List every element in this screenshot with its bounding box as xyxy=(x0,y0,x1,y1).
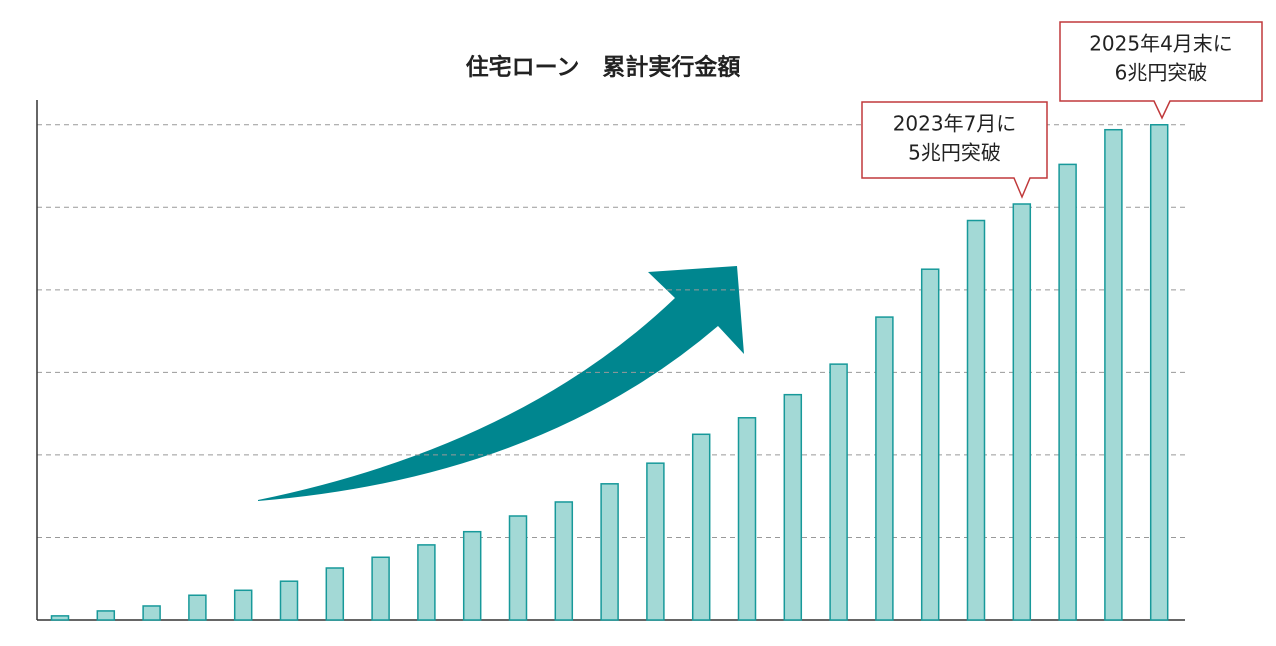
bar xyxy=(142,605,161,621)
trend-arrow xyxy=(258,266,744,501)
bar xyxy=(554,501,574,621)
bar xyxy=(829,363,848,621)
callout-text: 2023年7月に xyxy=(893,112,1017,136)
bar xyxy=(1012,203,1032,621)
bar xyxy=(1149,124,1169,621)
bar xyxy=(1058,163,1077,621)
callout-text: 6兆円突破 xyxy=(1115,61,1208,85)
callout-text: 5兆円突破 xyxy=(908,141,1001,165)
bar xyxy=(279,580,299,621)
bar xyxy=(96,610,116,621)
bar xyxy=(737,417,757,621)
bar xyxy=(1104,128,1123,621)
bar xyxy=(325,567,345,621)
bar xyxy=(371,556,390,621)
callout-box xyxy=(1059,21,1263,120)
bar xyxy=(50,615,70,621)
bar xyxy=(462,530,482,621)
bar xyxy=(508,515,528,621)
bar xyxy=(600,483,619,621)
bar xyxy=(188,594,207,621)
bar xyxy=(920,268,940,621)
bar xyxy=(691,433,711,621)
bar xyxy=(783,393,803,621)
bar xyxy=(233,589,253,621)
bar xyxy=(417,544,436,621)
callout-text: 2025年4月末に xyxy=(1089,32,1233,56)
bar xyxy=(875,316,894,621)
bar xyxy=(966,219,986,621)
callout-box xyxy=(861,101,1048,199)
chart-title: 住宅ローン 累計実行金額 xyxy=(466,54,741,81)
bar xyxy=(646,462,665,621)
